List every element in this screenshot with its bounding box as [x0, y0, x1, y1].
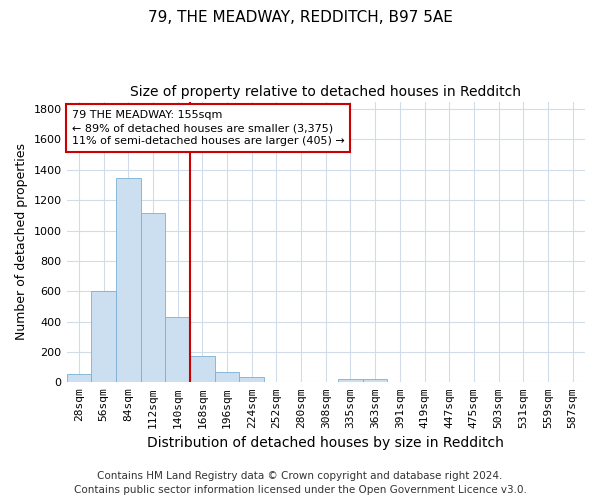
Bar	[67, 374, 91, 382]
Bar	[338, 380, 363, 382]
Bar	[215, 372, 239, 382]
X-axis label: Distribution of detached houses by size in Redditch: Distribution of detached houses by size …	[148, 436, 504, 450]
Bar	[91, 292, 116, 382]
Title: Size of property relative to detached houses in Redditch: Size of property relative to detached ho…	[130, 85, 521, 99]
Bar	[165, 317, 190, 382]
Text: 79 THE MEADWAY: 155sqm
← 89% of detached houses are smaller (3,375)
11% of semi-: 79 THE MEADWAY: 155sqm ← 89% of detached…	[72, 110, 344, 146]
Bar	[190, 356, 215, 382]
Y-axis label: Number of detached properties: Number of detached properties	[15, 144, 28, 340]
Text: Contains HM Land Registry data © Crown copyright and database right 2024.
Contai: Contains HM Land Registry data © Crown c…	[74, 471, 526, 495]
Bar	[140, 213, 165, 382]
Bar	[363, 380, 388, 382]
Text: 79, THE MEADWAY, REDDITCH, B97 5AE: 79, THE MEADWAY, REDDITCH, B97 5AE	[148, 10, 452, 25]
Bar	[239, 377, 264, 382]
Bar	[116, 178, 140, 382]
